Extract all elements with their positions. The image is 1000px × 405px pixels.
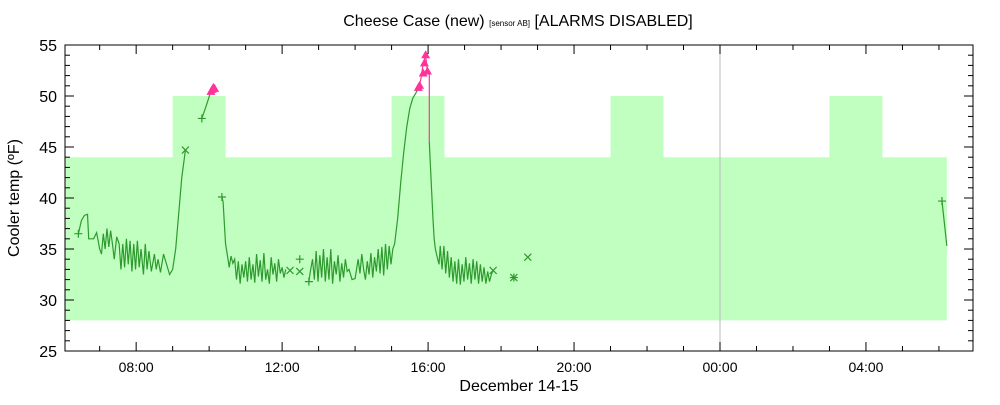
temperature-line-4 <box>308 87 419 284</box>
plus-marker <box>74 229 83 238</box>
title-sensor: [sensor AB] <box>489 19 530 28</box>
cross-marker <box>286 266 294 275</box>
alarm-triangle-marker <box>421 50 431 59</box>
y-tick-label: 55 <box>39 38 57 55</box>
temperature-line-3 <box>221 196 287 284</box>
plus-marker <box>304 277 313 286</box>
chart-title: Cheese Case (new) [sensor AB] [ALARMS DI… <box>343 13 693 30</box>
alarm-triangle-marker <box>422 66 432 75</box>
plus-marker <box>197 114 206 123</box>
x-tick-label: 20:00 <box>557 359 592 375</box>
y-tick-label: 40 <box>39 191 57 208</box>
cross-marker <box>509 273 518 282</box>
temperature-line-1 <box>201 92 211 119</box>
alarm-triangle-marker <box>415 80 425 89</box>
alarm-triangle-marker <box>419 58 429 67</box>
alarm-triangle-marker <box>418 68 428 77</box>
acceptable-range-band <box>65 96 947 321</box>
temperature-line-7 <box>941 200 948 247</box>
marker-layer <box>74 50 946 286</box>
x-tick-label: 16:00 <box>411 359 446 375</box>
title-main: Cheese Case (new) <box>343 13 484 30</box>
temperature-line-6 <box>428 141 494 285</box>
x-axis-label: December 14-15 <box>459 378 578 395</box>
plus-marker <box>217 192 226 201</box>
x-tick-label: 00:00 <box>702 359 737 375</box>
title-status: [ALARMS DISABLED] <box>534 13 692 30</box>
y-tick-label: 35 <box>39 242 57 259</box>
x-tick-label: 12:00 <box>265 359 300 375</box>
y-tick-label: 25 <box>39 344 57 361</box>
series-layer <box>77 55 948 285</box>
plus-marker <box>295 255 304 264</box>
x-tick-label: 04:00 <box>848 359 883 375</box>
cross-marker <box>523 253 532 262</box>
band-area <box>65 96 947 321</box>
cross-marker <box>181 146 190 154</box>
y-tick-label: 45 <box>39 140 57 157</box>
y-tick-label: 50 <box>39 89 57 106</box>
axes: 25 30 35 40 45 50 55 08:00 12:00 16:00 20:00 00:00 0… <box>39 38 973 375</box>
y-axis-label: Cooler temp (ºF) <box>6 139 23 257</box>
cross-marker <box>489 266 498 275</box>
temperature-line-0 <box>77 149 187 276</box>
cross-marker <box>295 267 304 276</box>
y-tick-label: 30 <box>39 293 57 310</box>
x-tick-label: 08:00 <box>119 359 154 375</box>
alarm-triangle-marker <box>210 83 220 92</box>
plus-marker <box>937 197 946 206</box>
